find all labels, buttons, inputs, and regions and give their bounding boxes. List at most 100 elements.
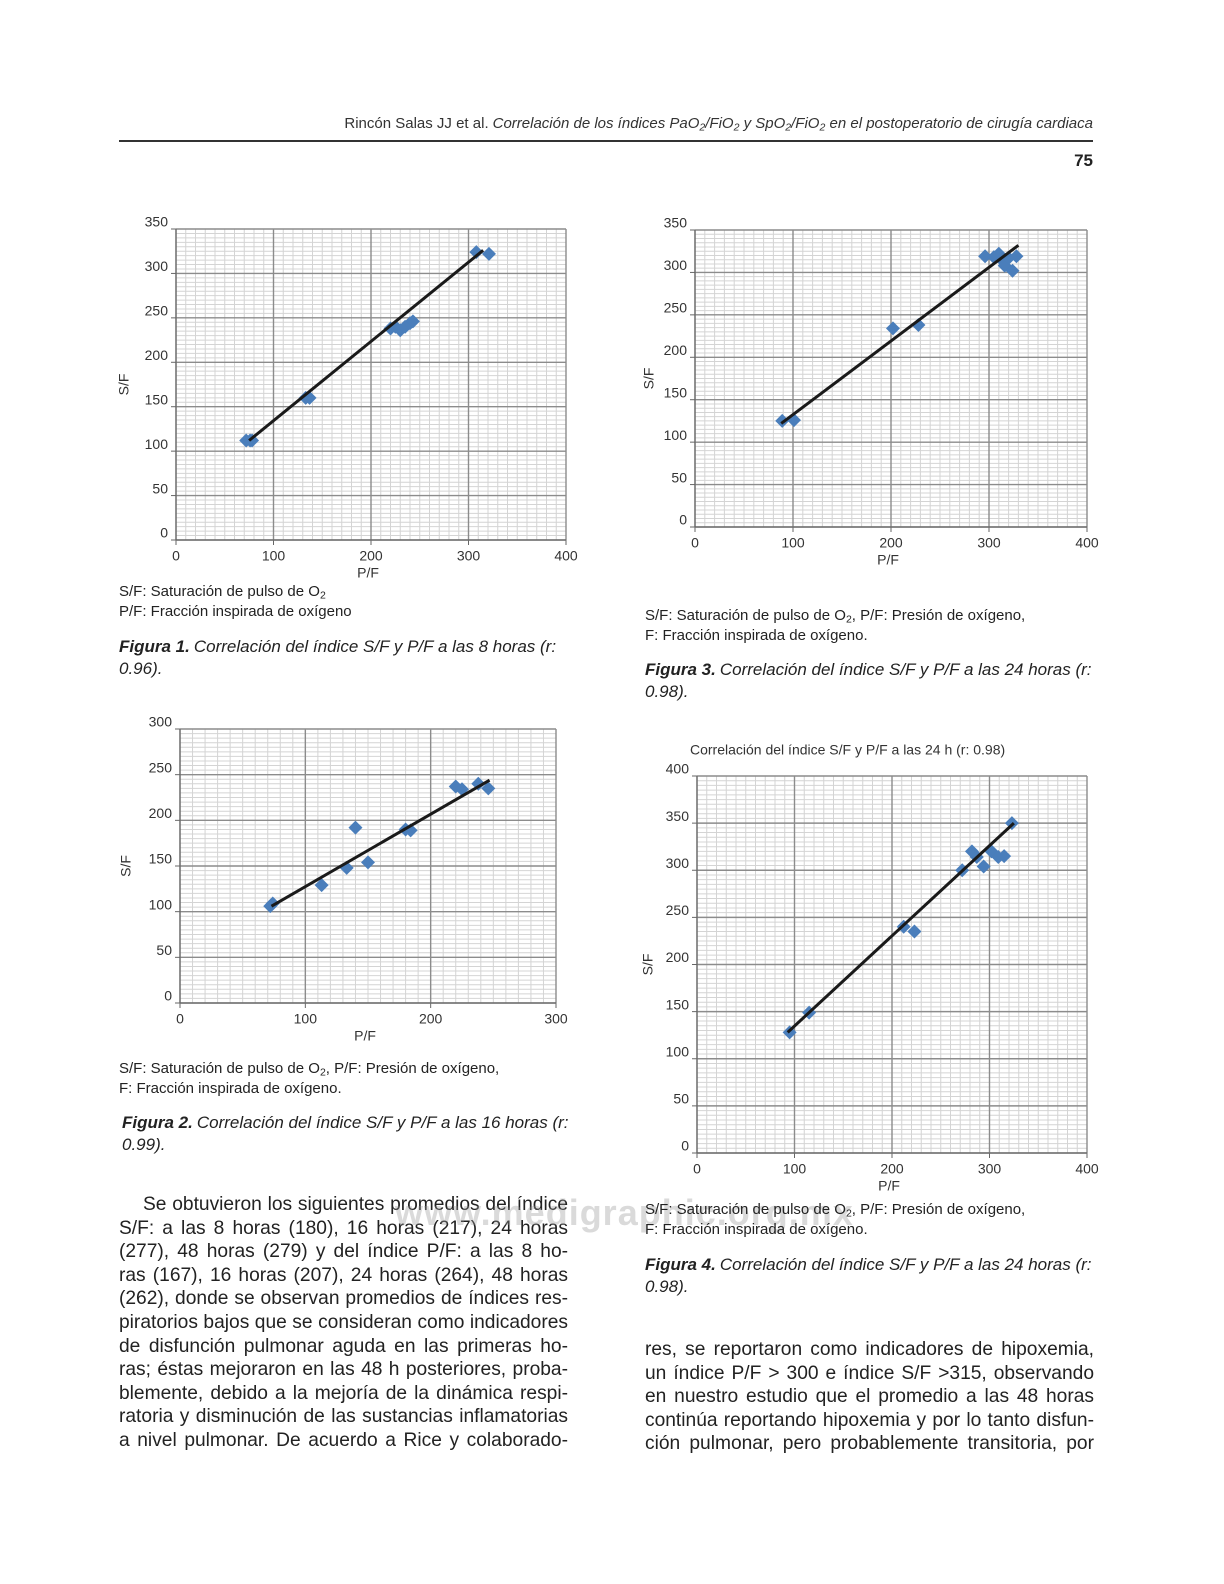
note-part: 2 xyxy=(845,613,852,626)
y-tick-label: 350 xyxy=(145,214,169,230)
figure-notes: S/F: Saturación de pulso de O2, P/F: Pre… xyxy=(645,1200,1025,1239)
x-tick-label: 300 xyxy=(544,1011,568,1027)
x-tick-label: 0 xyxy=(176,1011,184,1027)
data-point xyxy=(481,246,496,261)
y-tick-label: 150 xyxy=(149,851,173,867)
data-point xyxy=(885,321,900,336)
header-rule xyxy=(119,140,1093,142)
y-tick-label: 50 xyxy=(156,942,172,958)
y-tick-label: 400 xyxy=(666,761,690,777)
text-line: (262), donde se observan promedios de ín… xyxy=(119,1288,568,1310)
y-tick-label: 50 xyxy=(673,1091,689,1107)
header-title-part: 2 xyxy=(733,121,740,134)
x-tick-label: 0 xyxy=(691,535,699,551)
x-tick-label: 200 xyxy=(419,1011,443,1027)
y-axis-label: S/F xyxy=(640,954,656,976)
figure-notes: S/F: Saturación de pulso de O2, P/F: Pre… xyxy=(645,606,1025,645)
figure-caption: Figura 4. Correlación del índice S/F y P/… xyxy=(645,1254,1100,1298)
trendline xyxy=(270,778,491,908)
y-tick-label: 100 xyxy=(664,427,688,443)
y-tick-label: 100 xyxy=(145,436,169,452)
note-line: P/F: Fracción inspirada de oxígeno xyxy=(119,602,352,622)
y-tick-label: 150 xyxy=(664,384,688,400)
note-line: F: Fracción inspirada de oxígeno. xyxy=(119,1079,499,1099)
caption-text: Correlación del índice S/F y P/F a las 1… xyxy=(122,1113,569,1154)
body-column-right: res, se reportaron como indicadores de h… xyxy=(645,1338,1094,1456)
page-number: 75 xyxy=(1074,151,1093,170)
y-tick-label: 0 xyxy=(681,1138,689,1154)
x-tick-label: 200 xyxy=(880,1161,904,1177)
header-title-part: y SpO xyxy=(739,115,786,132)
header-title-part: /FiO xyxy=(705,115,734,132)
chart-title: Correlación del índice S/F y P/F a las 2… xyxy=(690,742,1005,758)
note-part: S/F: Saturación de pulso de O xyxy=(645,607,846,624)
y-tick-label: 300 xyxy=(149,714,173,730)
x-tick-label: 100 xyxy=(262,548,286,564)
x-tick-label: 100 xyxy=(783,1161,807,1177)
note-part: S/F: Saturación de pulso de O xyxy=(119,583,320,600)
x-tick-label: 400 xyxy=(1075,1161,1099,1177)
y-tick-label: 150 xyxy=(145,391,169,407)
x-tick-label: 300 xyxy=(977,535,1001,551)
trendline xyxy=(248,249,485,442)
data-point xyxy=(976,859,991,874)
trendline xyxy=(786,822,1015,1034)
text-line: blemente, debido a la mejoría de la diná… xyxy=(119,1382,568,1404)
y-tick-label: 0 xyxy=(679,512,687,528)
figure-caption: Figura 2. Correlación del índice S/F y P/… xyxy=(122,1112,577,1156)
x-tick-label: 200 xyxy=(359,548,383,564)
y-tick-label: 50 xyxy=(152,480,168,496)
note-part: 2 xyxy=(845,1207,852,1220)
y-tick-label: 300 xyxy=(664,257,688,273)
x-tick-label: 300 xyxy=(457,548,481,564)
text-line: ción pulmonar, pero probablemente transi… xyxy=(645,1433,1094,1455)
y-tick-label: 0 xyxy=(164,988,172,1004)
data-point xyxy=(265,896,280,911)
x-axis-label: P/F xyxy=(354,1028,376,1044)
y-axis-label: S/F xyxy=(641,368,657,390)
note-part: , P/F: Presión de oxígeno, xyxy=(851,1201,1026,1218)
caption-label: Figura 2. xyxy=(122,1113,193,1132)
caption-label: Figura 4. xyxy=(645,1255,716,1274)
note-part: 2 xyxy=(319,589,326,602)
y-tick-label: 250 xyxy=(145,303,169,319)
note-part: P/F: Fracción inspirada de oxígeno xyxy=(119,602,352,620)
body-column-left: Se obtuvieron los siguientes promedios d… xyxy=(119,1193,568,1453)
y-tick-label: 0 xyxy=(160,525,168,541)
y-tick-label: 350 xyxy=(666,808,690,824)
note-part: F: Fracción inspirada de oxígeno. xyxy=(645,626,868,644)
data-point xyxy=(997,849,1012,864)
y-tick-label: 250 xyxy=(664,300,688,316)
x-tick-label: 0 xyxy=(693,1161,701,1177)
header-title-part: en el postoperatorio de cirugía cardiaca xyxy=(825,115,1093,132)
data-point xyxy=(469,245,484,260)
caption-text: Correlación del índice S/F y P/F a las 2… xyxy=(645,660,1092,701)
figure-notes: S/F: Saturación de pulso de O2 P/F: Fracc… xyxy=(119,582,352,621)
text-line: ratoria y disminución de las sustancias … xyxy=(119,1406,568,1428)
caption-label: Figura 1. xyxy=(119,637,190,656)
y-tick-label: 100 xyxy=(666,1043,690,1059)
data-point xyxy=(361,855,375,870)
x-tick-label: 100 xyxy=(294,1011,318,1027)
data-point xyxy=(405,314,420,329)
y-tick-label: 50 xyxy=(671,469,687,485)
y-tick-label: 300 xyxy=(145,258,169,274)
data-point xyxy=(481,781,496,796)
caption-text: Correlación del índice S/F y P/F a las 2… xyxy=(645,1255,1092,1296)
text-line: un índice P/F > 300 e índice S/F >315, o… xyxy=(645,1362,1094,1384)
x-axis-label: P/F xyxy=(878,1178,900,1194)
text-line: S/F: a las 8 horas (180), 16 horas (217)… xyxy=(119,1217,568,1239)
data-point xyxy=(978,249,993,264)
x-axis-label: P/F xyxy=(357,565,379,581)
data-point xyxy=(1009,249,1024,264)
y-tick-label: 200 xyxy=(664,342,688,358)
header-title-part: /FiO xyxy=(791,115,820,132)
data-point xyxy=(348,820,363,835)
note-part: , P/F: Presión de oxígeno, xyxy=(851,607,1026,624)
y-axis-label: S/F xyxy=(118,855,134,877)
data-point xyxy=(1001,251,1016,266)
x-tick-label: 400 xyxy=(554,548,578,564)
x-tick-label: 200 xyxy=(879,535,903,551)
